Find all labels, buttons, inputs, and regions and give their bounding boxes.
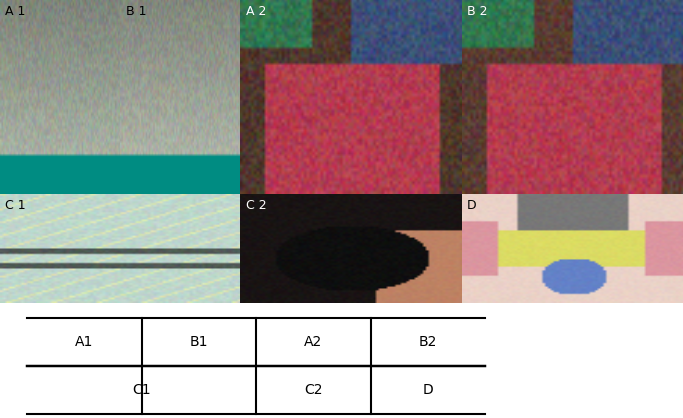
Text: B 1: B 1 bbox=[126, 5, 146, 18]
Text: B2: B2 bbox=[419, 335, 437, 349]
Text: C 2: C 2 bbox=[246, 199, 266, 212]
Text: A 2: A 2 bbox=[246, 5, 266, 18]
Text: C1: C1 bbox=[133, 383, 151, 397]
Text: C 1: C 1 bbox=[5, 199, 26, 212]
Text: B 2: B 2 bbox=[467, 5, 488, 18]
Text: D: D bbox=[422, 383, 433, 397]
Text: A2: A2 bbox=[304, 335, 322, 349]
Text: B1: B1 bbox=[190, 335, 208, 349]
Text: A 1: A 1 bbox=[5, 5, 26, 18]
Text: D: D bbox=[467, 199, 477, 212]
Text: A1: A1 bbox=[75, 335, 94, 349]
Text: C2: C2 bbox=[304, 383, 322, 397]
